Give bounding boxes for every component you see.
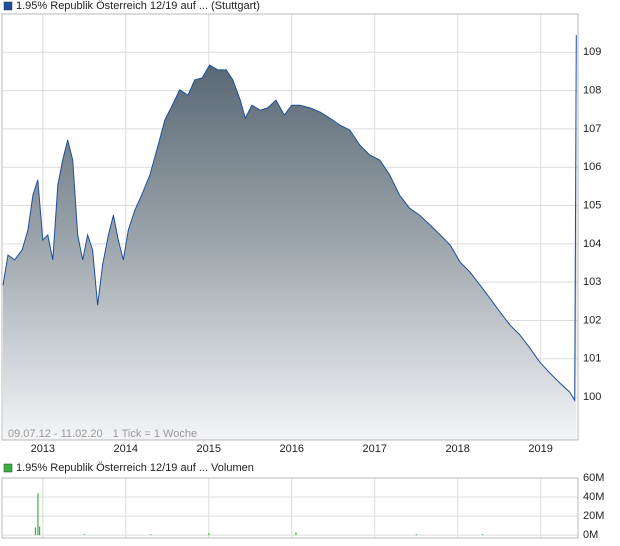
y-tick-label: 106 <box>583 161 601 173</box>
volume-bar <box>482 534 484 536</box>
y-tick-label: 40M <box>583 491 604 503</box>
y-tick-label: 20M <box>583 510 604 522</box>
x-tick-label: 2018 <box>445 443 469 455</box>
x-tick-label: 2019 <box>528 443 552 455</box>
volume-bar <box>37 493 39 536</box>
x-tick-label: 2013 <box>31 443 55 455</box>
legend-label: 1.95% Republik Österreich 12/19 auf ... … <box>16 0 260 12</box>
legend-swatch <box>3 1 13 11</box>
y-tick-label: 0M <box>583 529 598 541</box>
volume-bar <box>150 534 152 536</box>
volume-bar <box>83 534 86 536</box>
y-tick-label: 103 <box>583 276 601 288</box>
x-tick-label: 2016 <box>280 443 304 455</box>
y-tick-label: 108 <box>583 85 601 97</box>
x-tick-label: 2017 <box>362 443 386 455</box>
volume-bar <box>39 526 41 536</box>
y-tick-label: 101 <box>583 353 601 365</box>
annotation: 1 Tick = 1 Woche <box>113 428 197 440</box>
y-tick-label: 107 <box>583 123 601 135</box>
volume-bar <box>415 534 417 536</box>
x-tick-label: 2015 <box>197 443 221 455</box>
y-tick-label: 60M <box>583 472 604 484</box>
volume-bar <box>208 533 210 536</box>
legend-swatch <box>3 463 13 473</box>
plot-frame <box>1 477 579 539</box>
y-tick-label: 105 <box>583 199 601 211</box>
volume-bar <box>295 532 297 536</box>
plot-frame <box>1 13 579 441</box>
y-tick-label: 109 <box>583 46 601 58</box>
area-fill <box>3 35 577 440</box>
annotation: 09.07.12 - 11.02.20 <box>8 428 103 440</box>
y-tick-label: 102 <box>583 314 601 326</box>
volume-bar <box>34 527 37 536</box>
y-tick-label: 104 <box>583 238 601 250</box>
price-line <box>2 35 577 402</box>
y-tick-label: 100 <box>583 391 601 403</box>
legend-label: 1.95% Republik Österreich 12/19 auf ... … <box>16 462 254 474</box>
x-tick-label: 2014 <box>114 443 138 455</box>
